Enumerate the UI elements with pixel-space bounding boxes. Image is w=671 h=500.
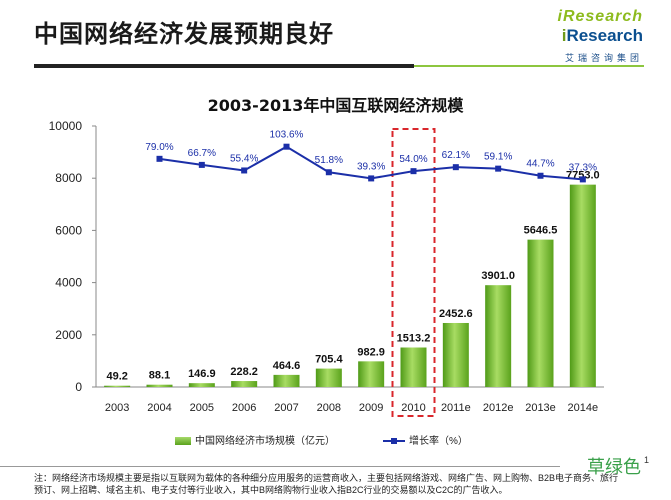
- bar-value-label: 705.4: [315, 354, 343, 366]
- bar-2010: [400, 347, 427, 387]
- iresearch-logo: iResearch iResearch 艾瑞咨询集团: [533, 8, 644, 64]
- bar-2011e: [442, 322, 469, 387]
- growth-point-2014e: [579, 176, 586, 183]
- bar-value-label: 228.2: [230, 366, 258, 378]
- chart-title: 2003-2013年中国互联网经济规模: [207, 96, 464, 115]
- growth-rate-label: 103.6%: [270, 130, 304, 141]
- bar-2013e: [527, 239, 554, 387]
- legend: 中国网络经济市场规模（亿元） 增长率（%）: [0, 432, 671, 450]
- slide-title: 中国网络经济发展预期良好: [34, 20, 334, 48]
- bar-2004: [146, 384, 173, 387]
- growth-rate-label: 54.0%: [399, 154, 427, 165]
- growth-point-2006: [241, 167, 248, 174]
- growth-rate-label: 51.8%: [315, 155, 343, 166]
- x-tick-label: 2005: [190, 402, 214, 414]
- watermark-text: 草绿色: [587, 457, 641, 478]
- x-tick-label: 2014e: [568, 402, 599, 414]
- highlight-box-2010: [391, 128, 436, 417]
- bar-value-label: 3901.0: [481, 270, 515, 282]
- bar-value-label: 464.6: [273, 360, 301, 372]
- legend-bar-swatch: [175, 437, 191, 446]
- growth-point-2005: [198, 161, 205, 168]
- growth-point-2010: [410, 168, 417, 175]
- bar-value-label: 5646.5: [524, 225, 558, 237]
- legend-line-swatch: [383, 438, 405, 445]
- bar-value-label: 2452.6: [439, 308, 473, 320]
- y-tick-label: 8000: [55, 171, 82, 185]
- growth-point-2008: [325, 169, 332, 176]
- y-tick-label: 4000: [55, 276, 82, 290]
- page-number: 1: [643, 455, 649, 465]
- bar-value-label: 1513.2: [397, 333, 431, 345]
- growth-rate-label: 55.4%: [230, 153, 258, 164]
- x-tick-label: 2004: [147, 402, 171, 414]
- bar-value-label: 88.1: [149, 370, 170, 382]
- growth-point-2007: [283, 143, 290, 150]
- bar-value-label: 49.2: [106, 371, 127, 383]
- growth-rate-label: 62.1%: [442, 150, 470, 161]
- bar-2009: [358, 361, 385, 387]
- y-tick-label: 10000: [49, 119, 83, 133]
- growth-point-2013e: [537, 172, 544, 179]
- legend-label-growth-rate: 增长率（%）: [409, 436, 468, 447]
- footnote: 注：网络经济市场规模主要是指以互联网为载体的各种细分应用服务的运营商收入，主要包…: [34, 473, 619, 495]
- x-tick-label: 2007: [274, 402, 298, 414]
- logo-wordmark: iResearch: [561, 26, 643, 45]
- x-tick-label: 2010: [401, 402, 425, 414]
- logo-company-name: 艾瑞咨询集团: [564, 53, 643, 63]
- bar-2012e: [485, 285, 512, 387]
- legend-item-market-size: 中国网络经济市场规模（亿元）: [175, 432, 335, 447]
- legend-item-growth-rate: 增长率（%）: [383, 432, 468, 447]
- y-tick-label: 2000: [55, 328, 82, 342]
- x-tick-label: 2011e: [441, 402, 471, 414]
- bar-2003: [104, 385, 131, 387]
- x-tick-label: 2013e: [525, 402, 556, 414]
- growth-rate-label: 66.7%: [188, 148, 216, 159]
- footer-rule: [0, 466, 560, 467]
- bar-2007: [273, 374, 300, 387]
- legend-label-market-size: 中国网络经济市场规模（亿元）: [195, 436, 335, 447]
- x-tick-label: 2003: [105, 402, 129, 414]
- y-tick-label: 0: [75, 380, 82, 394]
- growth-rate-label: 79.0%: [145, 142, 173, 153]
- logo-wordmark-top: iResearch: [557, 8, 643, 25]
- growth-point-2012e: [495, 165, 502, 172]
- bar-2005: [188, 383, 215, 387]
- header-rule: [34, 64, 414, 68]
- bar-value-label: 146.9: [188, 368, 216, 380]
- growth-rate-label: 59.1%: [484, 152, 512, 163]
- bar-2008: [315, 368, 342, 387]
- bar-2014e: [569, 184, 596, 387]
- bar-value-label: 982.9: [357, 346, 385, 358]
- x-tick-label: 2012e: [483, 402, 514, 414]
- growth-rate-label: 39.3%: [357, 161, 385, 172]
- x-tick-label: 2006: [232, 402, 256, 414]
- growth-point-2009: [368, 175, 375, 182]
- y-tick-label: 6000: [55, 223, 82, 237]
- header-accent-rule: [414, 65, 644, 67]
- growth-point-2011e: [452, 164, 459, 171]
- bar-2006: [231, 381, 258, 387]
- growth-rate-label: 37.3%: [569, 162, 597, 173]
- x-tick-label: 2008: [317, 402, 341, 414]
- x-tick-label: 2009: [359, 402, 383, 414]
- growth-rate-label: 44.7%: [526, 159, 554, 170]
- growth-point-2004: [156, 155, 163, 162]
